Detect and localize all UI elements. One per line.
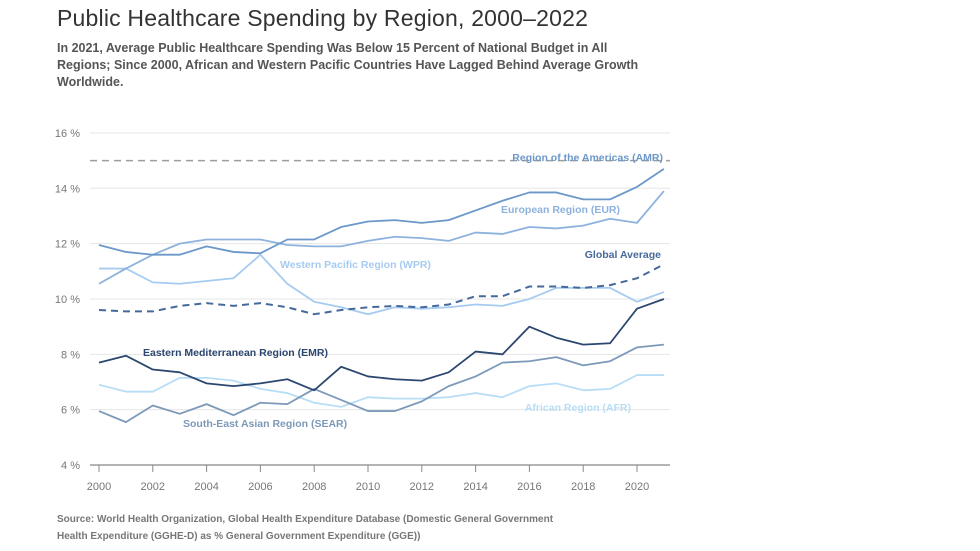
y-tick-label: 6 % [61,405,80,417]
series-label: Global Average [585,249,661,261]
series-line-5 [98,343,664,424]
series-label: European Region (EUR) [501,204,620,216]
x-tick-label: 2018 [571,481,595,493]
x-tick-label: 2004 [194,481,218,493]
x-tick-label: 2016 [517,481,541,493]
y-tick-label: 12 % [55,239,80,251]
series-line-3 [98,263,665,316]
x-tick-label: 2020 [625,481,649,493]
x-tick-label: 2010 [356,481,380,493]
series-label: Western Pacific Region (WPR) [280,259,431,271]
x-tick-label: 2000 [87,481,111,493]
x-tick-label: 2008 [302,481,326,493]
series-line-1 [98,190,665,285]
chart-subtitle: In 2021, Average Public Healthcare Spend… [57,41,639,89]
series-label: Eastern Mediterranean Region (EMR) [143,347,328,359]
y-tick-label: 16 % [55,128,80,140]
y-tick-label: 4 % [61,460,80,472]
series-line-4 [98,298,665,392]
x-tick-label: 2002 [141,481,165,493]
series-label: South-East Asian Region (SEAR) [183,418,347,430]
y-tick-label: 8 % [61,349,80,361]
series-label: African Region (AFR) [525,402,631,414]
chart-title: Public Healthcare Spending by Region, 20… [57,5,589,31]
y-tick-label: 10 % [55,294,80,306]
y-tick-label: 14 % [55,183,80,195]
series-line-2 [99,253,665,316]
series-label: Region of the Americas (AMR) [512,152,663,164]
source-note: Source: World Health Organization, Globa… [57,514,554,542]
x-tick-label: 2014 [463,481,487,493]
series-line-0 [98,168,665,256]
x-tick-label: 2006 [248,481,272,493]
x-tick-label: 2012 [410,481,434,493]
